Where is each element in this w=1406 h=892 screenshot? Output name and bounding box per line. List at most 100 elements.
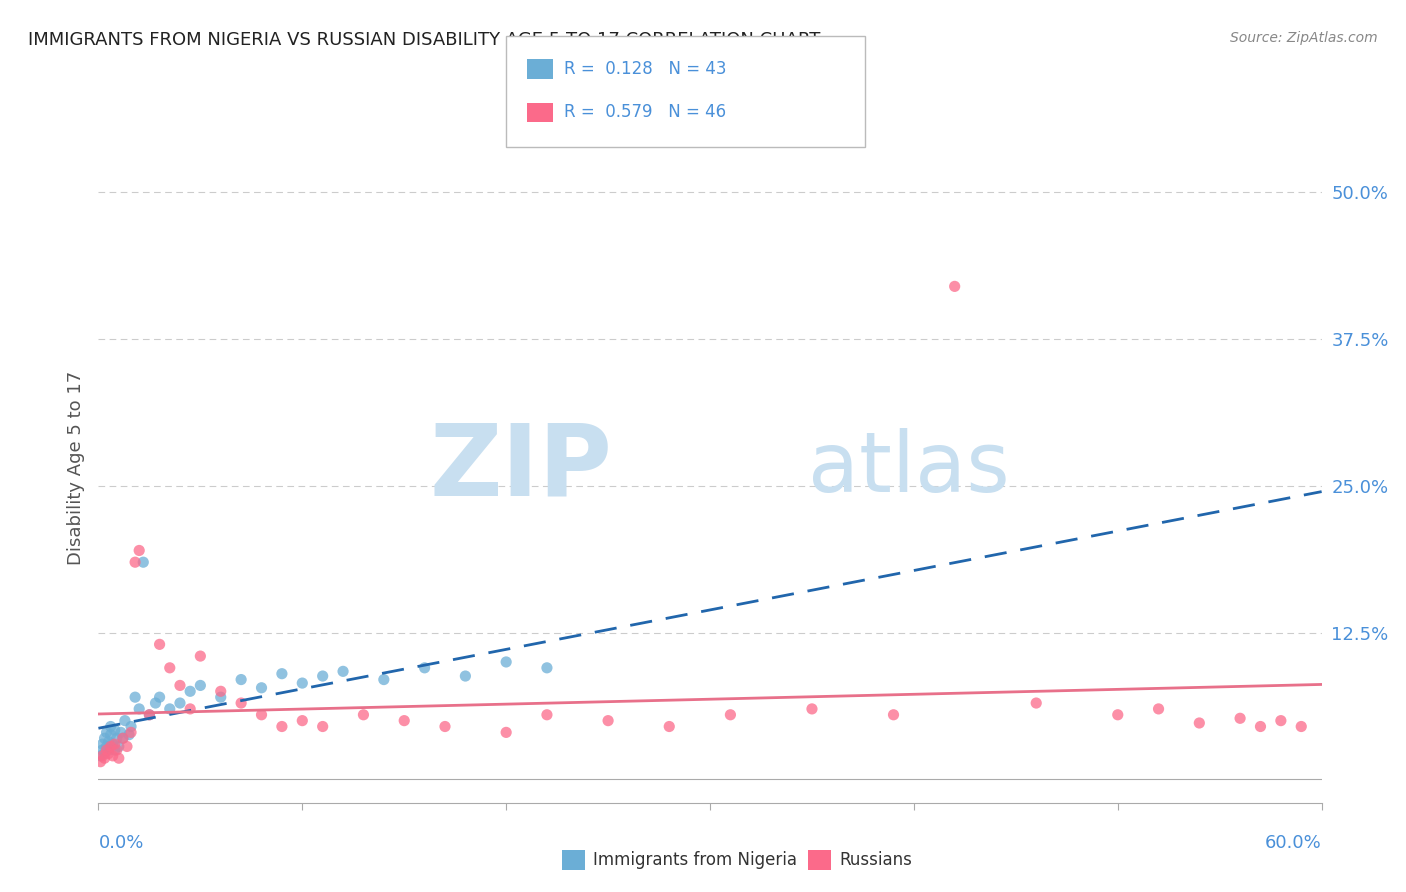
Point	[91, 737, 114, 751]
Point	[495, 725, 517, 739]
Point	[392, 714, 416, 728]
Point	[413, 661, 436, 675]
Text: atlas: atlas	[808, 428, 1010, 508]
Point	[250, 681, 273, 695]
Point	[291, 714, 314, 728]
Point	[149, 690, 172, 705]
Point	[128, 543, 150, 558]
Point	[108, 751, 131, 765]
Point	[149, 637, 172, 651]
Point	[128, 702, 150, 716]
Point	[101, 748, 124, 763]
Point	[101, 737, 124, 751]
Point	[105, 731, 128, 746]
Point	[536, 661, 558, 675]
Point	[536, 707, 558, 722]
Point	[179, 684, 201, 698]
Point	[159, 661, 181, 675]
Point	[1025, 696, 1047, 710]
Point	[188, 649, 212, 664]
Point	[1291, 719, 1313, 733]
Point	[100, 739, 122, 754]
Point	[145, 696, 167, 710]
Point	[138, 707, 160, 722]
Text: R =  0.128   N = 43: R = 0.128 N = 43	[564, 61, 727, 78]
Point	[111, 731, 134, 746]
Point	[658, 719, 681, 733]
Point	[943, 279, 966, 293]
Point	[120, 725, 142, 739]
Point	[159, 702, 181, 716]
Point	[93, 747, 115, 761]
Text: Immigrants from Nigeria: Immigrants from Nigeria	[593, 851, 797, 869]
Point	[291, 676, 314, 690]
Point	[89, 748, 111, 763]
Point	[110, 725, 132, 739]
Point	[100, 719, 122, 733]
Point	[124, 690, 146, 705]
Point	[169, 678, 191, 692]
Point	[352, 707, 374, 722]
Point	[124, 555, 146, 569]
Point	[250, 707, 273, 722]
Y-axis label: Disability Age 5 to 17: Disability Age 5 to 17	[66, 371, 84, 566]
Point	[93, 751, 115, 765]
Point	[434, 719, 457, 733]
Point	[91, 743, 114, 757]
Point	[108, 739, 131, 754]
Text: 60.0%: 60.0%	[1265, 834, 1322, 852]
Point	[231, 696, 253, 710]
Point	[209, 684, 232, 698]
Point	[104, 737, 127, 751]
Point	[883, 707, 905, 722]
Point	[270, 666, 294, 681]
Text: Source: ZipAtlas.com: Source: ZipAtlas.com	[1230, 31, 1378, 45]
Point	[104, 723, 127, 737]
Point	[1270, 714, 1292, 728]
Point	[100, 728, 122, 742]
Point	[598, 714, 620, 728]
Point	[801, 702, 824, 716]
Point	[332, 665, 354, 679]
Point	[188, 678, 212, 692]
Point	[104, 743, 127, 757]
Point	[1229, 711, 1251, 725]
Point	[97, 747, 120, 761]
Point	[209, 690, 232, 705]
Point	[1107, 707, 1129, 722]
Point	[1147, 702, 1170, 716]
Point	[132, 555, 155, 569]
Point	[169, 696, 191, 710]
Point	[312, 719, 335, 733]
Point	[120, 719, 142, 733]
Point	[454, 669, 477, 683]
Point	[89, 755, 111, 769]
Point	[96, 725, 118, 739]
Text: Russians: Russians	[839, 851, 912, 869]
Point	[720, 707, 742, 722]
Text: IMMIGRANTS FROM NIGERIA VS RUSSIAN DISABILITY AGE 5 TO 17 CORRELATION CHART: IMMIGRANTS FROM NIGERIA VS RUSSIAN DISAB…	[28, 31, 821, 49]
Point	[97, 735, 120, 749]
Point	[114, 714, 136, 728]
Point	[93, 731, 115, 746]
Point	[97, 743, 120, 757]
Text: 0.0%: 0.0%	[98, 834, 143, 852]
Point	[138, 707, 160, 722]
Point	[495, 655, 517, 669]
Point	[91, 748, 114, 763]
Point	[115, 739, 138, 754]
Point	[1188, 716, 1211, 731]
Point	[111, 731, 134, 746]
Point	[1249, 719, 1271, 733]
Point	[231, 673, 253, 687]
Point	[179, 702, 201, 716]
Point	[312, 669, 335, 683]
Point	[96, 743, 118, 757]
Point	[105, 743, 128, 757]
Point	[96, 739, 118, 754]
Text: ZIP: ZIP	[429, 420, 612, 516]
Point	[118, 728, 141, 742]
Point	[373, 673, 395, 687]
Point	[270, 719, 294, 733]
Text: R =  0.579   N = 46: R = 0.579 N = 46	[564, 103, 725, 121]
